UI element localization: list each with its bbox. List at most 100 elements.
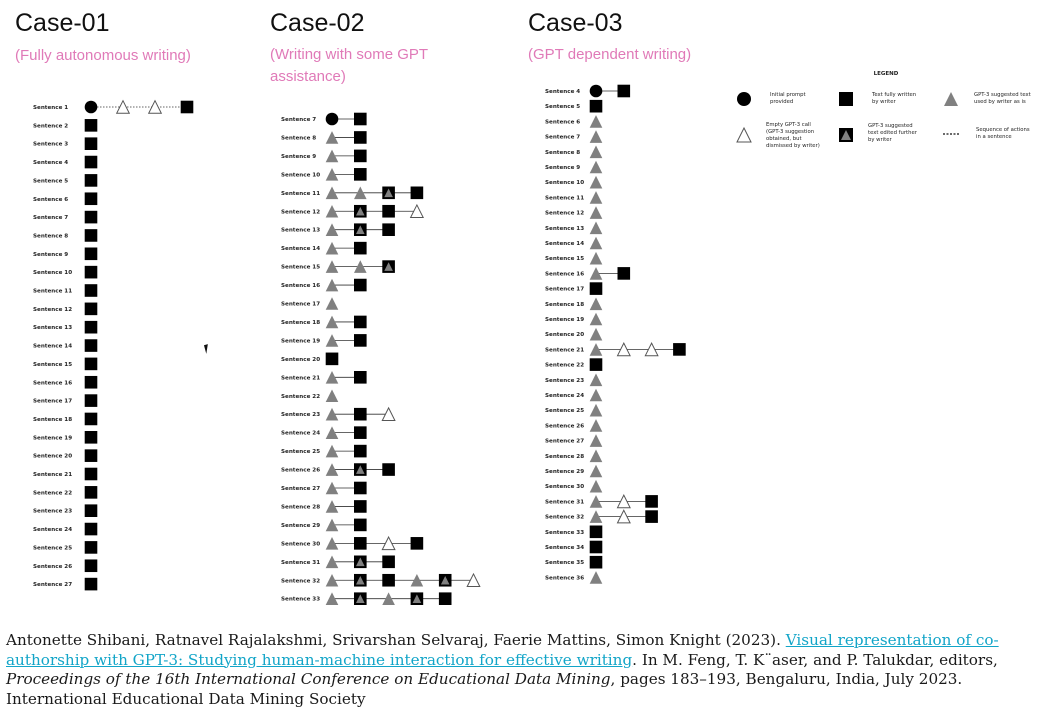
legend-item-text: GPT-3 suggested (868, 123, 913, 129)
written-square-icon (84, 247, 98, 261)
sentence-label: Sentence 7 (545, 135, 580, 141)
citation-link[interactable]: Visual representation of co-authorship w… (6, 631, 999, 669)
gpt-triangle-icon (325, 241, 339, 255)
citation: Antonette Shibani, Ratnavel Rajalakshmi,… (6, 631, 1026, 709)
written-square-icon (84, 541, 98, 554)
written-square-icon (84, 210, 98, 224)
legend-item-text: Sequence of actions (976, 127, 1030, 133)
gpt-triangle-icon (325, 334, 339, 347)
sentence-label: Sentence 26 (33, 564, 72, 570)
sentence-label: Sentence 14 (33, 344, 72, 350)
legend-item-text: in a sentence (976, 134, 1012, 140)
gpt-triangle-icon (944, 92, 958, 106)
sentence-label: Sentence 10 (281, 172, 320, 178)
sentence-label: Sentence 24 (33, 527, 72, 533)
sentence-label: Sentence 27 (545, 439, 584, 445)
written-square-icon (589, 555, 603, 569)
gpt-triangle-icon (589, 403, 603, 417)
written-square-icon (589, 99, 603, 113)
sentence-label: Sentence 21 (33, 472, 72, 478)
gpt-triangle-icon (589, 343, 603, 356)
gpt-triangle-icon (589, 130, 603, 143)
sentence-label: Sentence 16 (281, 283, 320, 289)
edited-square-icon-inner (356, 575, 365, 585)
sentence-label: Sentence 10 (33, 270, 72, 276)
case-02-subtitle-line: (Writing with some GPT (270, 46, 429, 63)
sentence-label: Sentence 28 (545, 454, 584, 460)
sentence-label: Sentence 29 (281, 523, 320, 529)
sentence-label: Sentence 19 (545, 317, 584, 323)
sentence-label: Sentence 24 (281, 431, 320, 437)
sentence-label: Sentence 35 (545, 560, 584, 566)
gpt-triangle-icon (325, 500, 339, 513)
sentence-label: Sentence 17 (33, 399, 72, 405)
gpt-triangle-icon (589, 479, 603, 493)
sentence-label: Sentence 11 (545, 195, 584, 201)
sentence-label: Sentence 26 (281, 468, 320, 474)
legend-item-text: text edited further (868, 130, 918, 136)
sentence-label: Sentence 4 (33, 160, 68, 166)
case-01-subtitle-line: (Fully autonomous writing) (15, 47, 191, 64)
gpt-triangle-icon (589, 449, 603, 463)
legend-item-text: by writer (868, 137, 892, 143)
edited-square-icon-inner (384, 262, 393, 271)
case-03-subtitle-line: (GPT dependent writing) (528, 46, 692, 63)
sentence-label: Sentence 18 (545, 302, 584, 308)
prompt-circle-icon (589, 84, 603, 98)
sentence-label: Sentence 25 (545, 408, 584, 414)
sentence-label: Sentence 8 (33, 233, 68, 239)
sentence-label: Sentence 27 (33, 582, 72, 588)
dismissed-triangle-icon (616, 509, 631, 524)
legend-item-text: GPT-3 suggested text (974, 92, 1031, 98)
sentence-label: Sentence 12 (281, 209, 320, 215)
sentence-label: Sentence 2 (33, 123, 68, 129)
case-01-subtitle: (Fully autonomous writing) (15, 45, 191, 67)
sentence-label: Sentence 12 (33, 307, 72, 313)
written-square-icon (673, 343, 686, 356)
sentence-label: Sentence 27 (281, 486, 320, 492)
written-square-icon (84, 486, 98, 499)
sentence-label: Sentence 5 (545, 104, 580, 110)
written-square-icon (589, 525, 603, 539)
gpt-triangle-icon (410, 573, 424, 587)
sentence-label: Sentence 29 (545, 469, 584, 475)
legend-item-text: dismissed by writer) (766, 143, 820, 149)
legend-item-text: (GPT-3 suggestion (766, 129, 814, 135)
sentence-label: Sentence 15 (545, 256, 584, 262)
gpt-triangle-icon (589, 434, 603, 447)
gpt-triangle-icon (589, 251, 603, 265)
written-square-icon (354, 149, 367, 163)
written-square-icon (589, 282, 603, 295)
gpt-triangle-icon (325, 463, 339, 476)
gpt-triangle-icon (589, 267, 603, 280)
written-square-icon (84, 431, 98, 444)
gpt-triangle-icon (325, 592, 339, 605)
sentence-label: Sentence 16 (545, 271, 584, 277)
legend-item-text: Initial prompt (770, 92, 806, 98)
sentence-label: Sentence 30 (281, 541, 320, 547)
gpt-triangle-icon (589, 510, 603, 523)
sentence-label: Sentence 18 (281, 320, 320, 326)
gpt-triangle-icon (589, 160, 603, 174)
written-square-icon (84, 467, 98, 481)
gpt-triangle-icon (325, 407, 339, 421)
edited-square-icon-inner (356, 225, 365, 234)
sentence-label: Sentence 22 (281, 394, 320, 400)
gpt-triangle-icon (325, 149, 339, 163)
gpt-triangle-icon (325, 371, 339, 384)
written-square-icon (84, 522, 98, 536)
legend-item-text: used by writer as is (974, 99, 1026, 105)
sentence-label: Sentence 6 (33, 197, 68, 203)
legend-item-text: Text fully written (871, 92, 916, 98)
written-square-icon (410, 537, 424, 550)
gpt-triangle-icon (589, 175, 603, 189)
gpt-triangle-icon (325, 204, 339, 218)
edited-square-icon-inner (356, 206, 365, 216)
gpt-triangle-icon (589, 297, 603, 311)
sentence-label: Sentence 1 (33, 105, 68, 111)
sentence-label: Sentence 22 (33, 490, 72, 496)
gpt-triangle-icon (325, 537, 339, 550)
edited-square-icon-inner (412, 594, 422, 603)
sentence-label: Sentence 31 (545, 499, 584, 505)
sentence-label: Sentence 15 (33, 362, 72, 368)
